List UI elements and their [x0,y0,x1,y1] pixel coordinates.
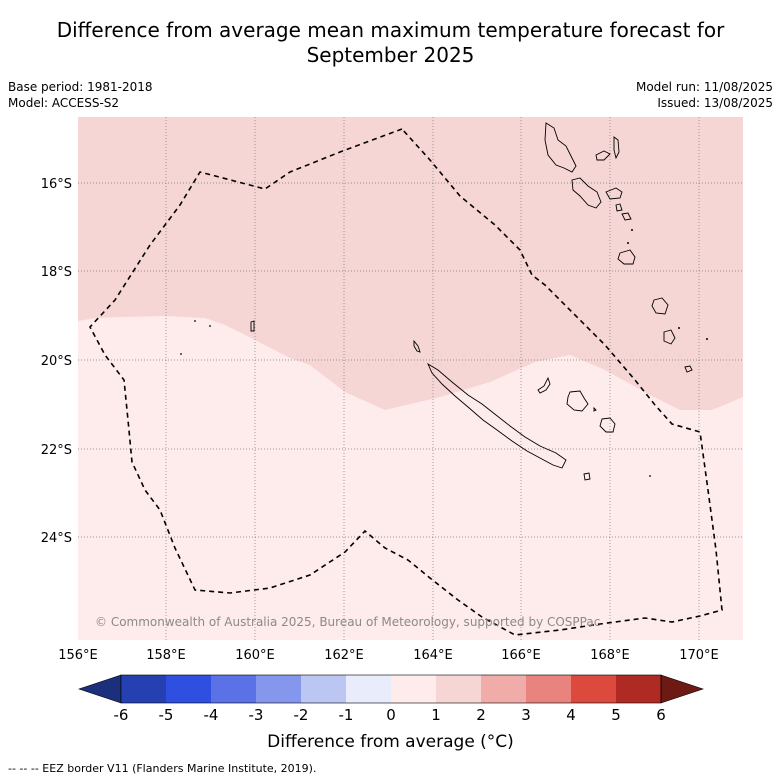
title-line-2: September 2025 [306,43,475,67]
colorbar-segment [121,675,166,703]
island-tiga [593,406,597,412]
colorbar-segment [391,675,436,703]
colorbar-tick-label: -3 [249,706,264,724]
issued-date: Issued: 13/08/2025 [657,96,773,110]
reef-dot-7 [631,229,633,231]
colorbar-tick-label: 3 [521,706,531,724]
lon-tick-164e: 164°E [413,648,453,663]
colorbar-tick-label: 6 [656,706,666,724]
lon-tick-166e: 166°E [501,648,541,663]
reef-dot-3 [209,325,211,327]
model-name: Model: ACCESS-S2 [8,96,120,110]
colorbar-segment [616,675,661,703]
colorbar-tick-label: -4 [204,706,219,724]
colorbar-tick-label: -6 [114,706,129,724]
lat-tick-24s: 24°S [41,531,72,546]
island-aneityum [684,365,693,373]
lon-tick-170e: 170°E [679,648,719,663]
colorbar [78,674,704,704]
island-ouvea [537,376,551,394]
colorbar-tick-label: -1 [339,706,354,724]
model-run: Model run: 11/08/2025 [635,80,773,94]
island-tanna [663,329,676,345]
island-espiritu-santo [544,122,577,173]
lon-tick-158e: 158°E [146,648,186,663]
eez-border [89,128,723,636]
colorbar-extend-high [660,674,704,704]
colorbar-extend-low [78,674,122,704]
meta-left: Base period: 1981-2018 Model: ACCESS-S2 [8,79,153,111]
island-pines [583,472,591,481]
lat-tick-22s: 22°S [41,443,72,458]
lon-tick-168e: 168°E [590,648,630,663]
lon-tick-156e: 156°E [58,648,98,663]
reef-dot-1 [180,353,182,355]
base-period: Base period: 1981-2018 [8,80,153,94]
lon-tick-160e: 160°E [235,648,275,663]
colorbar-label: Difference from average (°C) [267,732,514,752]
island-belep [413,339,421,353]
title-line-1: Difference from average mean maximum tem… [56,18,725,42]
island-malo [595,150,611,161]
colorbar-segment [346,675,391,703]
copyright-text: © Commonwealth of Australia 2025, Bureau… [95,615,600,629]
colorbar-tick-label: 4 [566,706,576,724]
island-mare [599,417,616,433]
colorbar-tick-label: 2 [476,706,486,724]
colorbar-segment [571,675,616,703]
colorbar-tick-label: -5 [159,706,174,724]
island-epi [615,203,623,212]
lon-tick-labels: 156°E 158°E 160°E 162°E 164°E 166°E 168°… [58,648,719,663]
reef-dot-6 [706,338,708,340]
colorbar-tick-label: 5 [611,706,621,724]
island-ambrym [605,187,623,200]
colorbar-outline [120,674,662,704]
lat-tick-20s: 20°S [41,354,72,369]
footnote: -- -- -- EEZ border V11 (Flanders Marine… [8,762,317,775]
colorbar-segment [436,675,481,703]
reef-dot-8 [627,242,629,244]
reef-dot-2 [194,320,196,322]
colorbar-segment [301,675,346,703]
lat-tick-16s: 16°S [41,177,72,192]
island-efate [617,249,636,265]
colorbar-tick-label: -2 [294,706,309,724]
colorbar-segment [526,675,571,703]
lon-tick-162e: 162°E [324,648,364,663]
colorbar-segment [211,675,256,703]
colorbar-tick-labels: -6 -5 -4 -3 -2 -1 0 1 2 3 4 5 6 [114,706,666,724]
island-new-caledonia [427,362,567,469]
gridlines [78,117,743,640]
chart-title: Difference from average mean maximum tem… [0,18,781,68]
colorbar-tick-label: 1 [431,706,441,724]
island-shepherds [621,212,632,221]
island-lifou [566,390,589,412]
island-maewo [613,136,620,160]
colorbar-tick-label: 0 [386,706,396,724]
reef-dot-4 [649,475,651,477]
island-erromango [651,297,669,315]
anomaly-zone-1-2 [78,117,743,410]
reef-dot-5 [678,327,680,329]
colorbar-segment [166,675,211,703]
meta-right: Model run: 11/08/2025 Issued: 13/08/2025 [636,79,773,111]
lat-tick-18s: 18°S [41,265,72,280]
island-malakula [571,177,602,209]
lat-tick-labels: 16°S 18°S 20°S 22°S 24°S [41,177,72,546]
colorbar-segment [481,675,526,703]
colorbar-segment [256,675,301,703]
island-chesterfield [250,320,255,332]
